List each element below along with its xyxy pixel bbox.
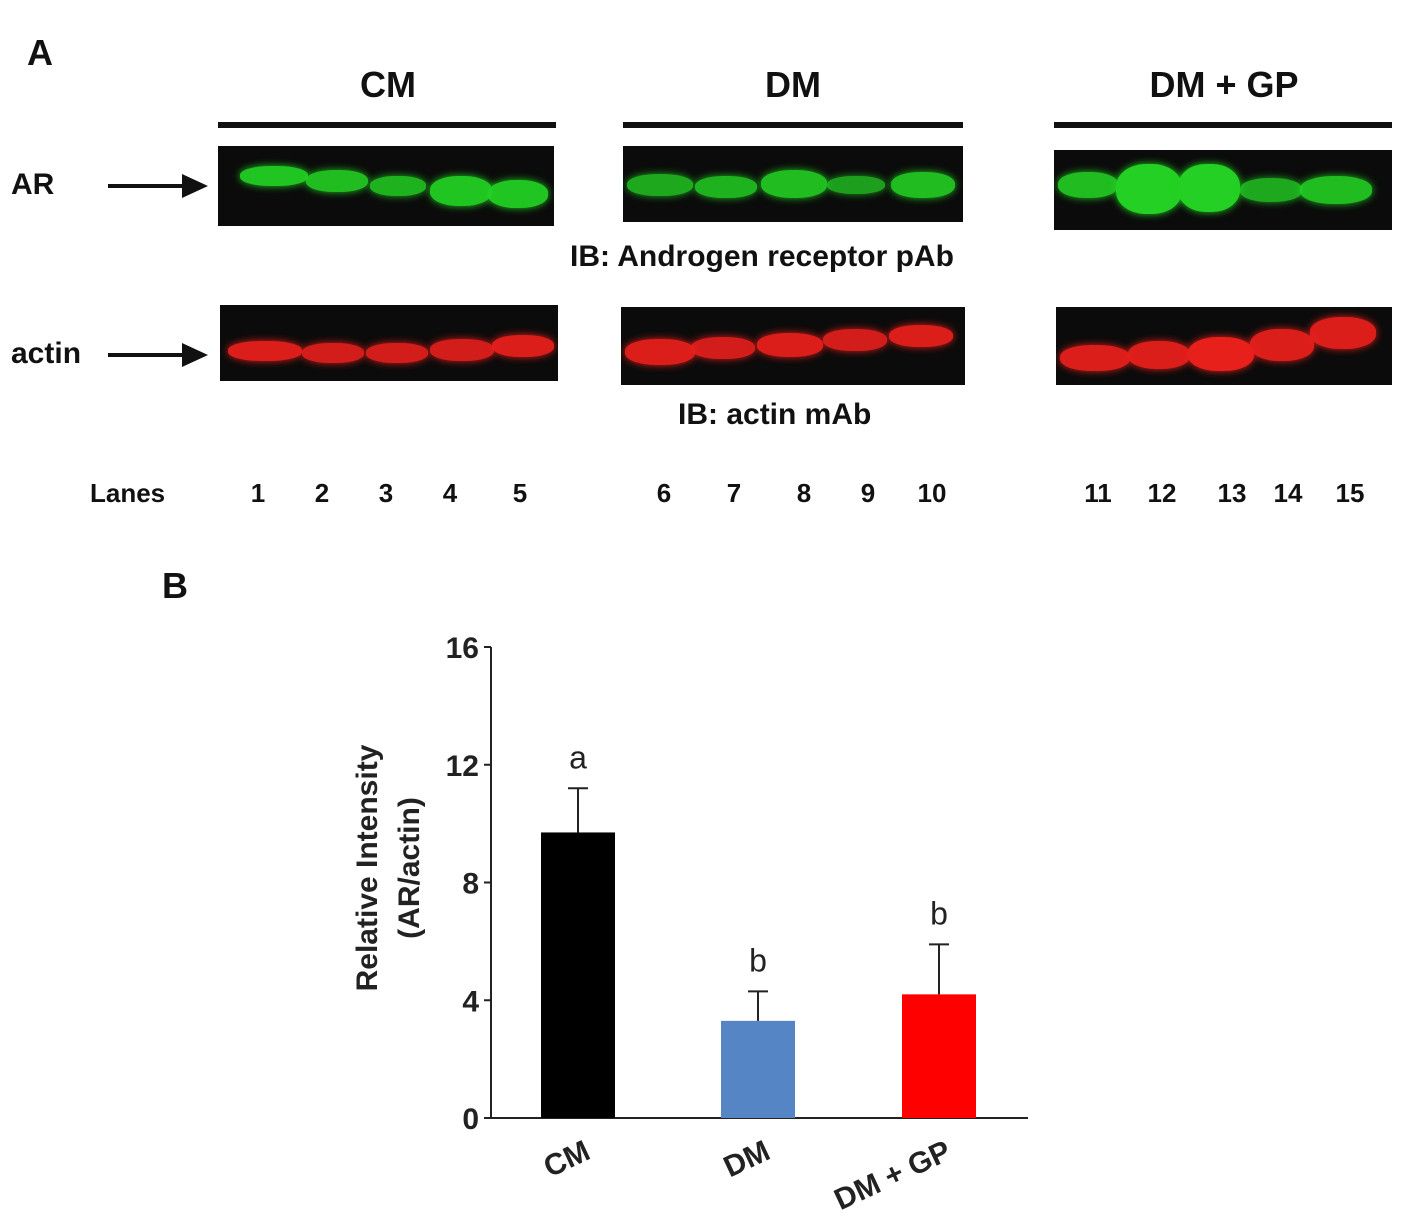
group-line-dm-gp: [1054, 122, 1392, 128]
lane-number: 1: [250, 478, 266, 508]
blot-band: [761, 170, 827, 198]
blot-band: [1116, 164, 1182, 214]
blot-band: [1178, 164, 1240, 212]
blot-band: [228, 341, 302, 361]
blot-actin-dm: [621, 307, 965, 385]
lane-number: 14: [1273, 478, 1303, 508]
lane-number: 5: [512, 478, 528, 508]
lane-number: 13: [1217, 478, 1247, 508]
lane-number: 11: [1084, 478, 1112, 508]
y-axis-label-unit: (AR/actin): [393, 797, 426, 939]
category-label: CM: [539, 1134, 595, 1184]
blot-band: [757, 333, 823, 357]
category-label: DM + GP: [829, 1134, 956, 1216]
significance-label: a: [569, 739, 587, 775]
blot-band: [1310, 317, 1376, 349]
group-title-dm: DM: [765, 64, 821, 105]
group-line-dm: [623, 122, 963, 128]
arrow-actin-shaft: [108, 353, 184, 357]
y-tick-label: 0: [462, 1103, 479, 1136]
lane-number: 3: [378, 478, 394, 508]
bar: [721, 1020, 795, 1118]
blot-ar-cm: [218, 146, 554, 226]
caption-actin: IB: actin mAb: [678, 398, 872, 431]
significance-label: b: [930, 895, 948, 931]
panel-a-label: A: [27, 32, 53, 73]
lane-number: 2: [314, 478, 330, 508]
group-line-cm: [218, 122, 556, 128]
row-label-actin: actin: [11, 337, 82, 370]
blot-band: [691, 337, 755, 359]
blot-band: [370, 176, 426, 196]
blot-band: [488, 180, 548, 208]
blot-band: [302, 343, 364, 363]
blot-band: [695, 176, 757, 198]
y-axis-label: Relative Intensity: [351, 744, 384, 991]
blot-ar-dm-gp: [1054, 150, 1392, 230]
arrow-ar-shaft: [108, 184, 184, 188]
y-tick-label: 4: [462, 985, 479, 1018]
blot-band: [1060, 345, 1130, 371]
blot-actin-dm-gp: [1056, 307, 1392, 385]
lanes-label: Lanes: [90, 478, 166, 508]
blot-actin-cm: [220, 305, 558, 381]
arrow-actin-head: [182, 343, 208, 367]
significance-label: b: [749, 942, 767, 978]
lane-number: 12: [1147, 478, 1177, 508]
lane-number: 9: [860, 478, 876, 508]
lane-number: 4: [442, 478, 458, 508]
blot-band: [366, 343, 428, 363]
row-label-ar: AR: [11, 168, 55, 201]
category-label: DM: [719, 1134, 775, 1184]
blot-band: [1188, 337, 1254, 371]
blot-band: [625, 339, 695, 365]
blot-band: [306, 170, 368, 192]
lane-number: 8: [796, 478, 812, 508]
lane-number: 6: [656, 478, 672, 508]
caption-ar: IB: Androgen receptor pAb: [570, 240, 954, 273]
blot-band: [823, 329, 887, 351]
blot-band: [1240, 178, 1302, 202]
lane-number: 10: [917, 478, 947, 508]
blot-band: [1250, 329, 1314, 361]
blot-band: [1058, 172, 1118, 198]
bar: [902, 994, 976, 1118]
blot-band: [827, 176, 885, 194]
blot-band: [240, 166, 308, 186]
y-tick-label: 12: [446, 750, 479, 783]
blot-band: [1128, 341, 1190, 369]
blot-band: [492, 335, 554, 357]
blot-band: [430, 339, 494, 361]
group-title-dm-gp: DM + GP: [1149, 64, 1299, 105]
blot-band: [430, 176, 492, 206]
arrow-ar-head: [182, 174, 208, 198]
lane-number: 15: [1335, 478, 1365, 508]
y-tick-label: 8: [462, 868, 479, 901]
panel-b-label: B: [162, 565, 188, 606]
blot-band: [889, 325, 953, 347]
blot-ar-dm: [623, 146, 963, 222]
bar: [541, 832, 615, 1118]
blot-band: [627, 174, 693, 196]
lane-number: 7: [726, 478, 742, 508]
blot-band: [891, 172, 955, 198]
blot-band: [1300, 176, 1372, 204]
y-tick-label: 16: [446, 632, 479, 665]
group-title-cm: CM: [360, 64, 416, 105]
